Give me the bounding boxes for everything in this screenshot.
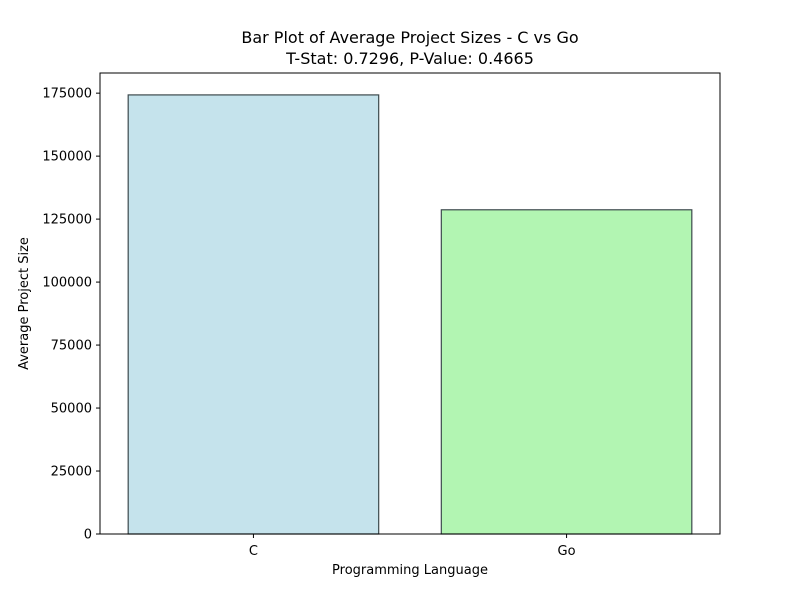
y-tick-label: 0 <box>84 528 92 543</box>
plot-frame <box>99 72 721 535</box>
bar-c <box>127 94 380 535</box>
y-tick-label: 125000 <box>42 213 92 228</box>
x-axis: C Go <box>249 534 576 559</box>
bar-go <box>440 209 693 535</box>
y-axis-label: Average Project Size <box>17 237 32 370</box>
y-tick-label: 100000 <box>42 276 92 291</box>
y-axis: 0 25000 50000 75000 100000 125000 150000 175000 <box>42 87 100 543</box>
x-axis-label: Programming Language <box>332 563 488 578</box>
y-tick-label: 75000 <box>51 339 92 354</box>
y-tick-label: 25000 <box>51 465 92 480</box>
bars-layer <box>127 94 693 535</box>
x-tick-label: C <box>249 544 258 559</box>
x-tick-label: Go <box>558 544 576 559</box>
y-tick-label: 150000 <box>42 150 92 165</box>
y-tick-label: 50000 <box>51 402 92 417</box>
chart-title: Bar Plot of Average Project Sizes - C vs… <box>241 28 578 47</box>
chart-subtitle: T-Stat: 0.7296, P-Value: 0.4665 <box>285 49 534 68</box>
y-tick-label: 175000 <box>42 87 92 102</box>
